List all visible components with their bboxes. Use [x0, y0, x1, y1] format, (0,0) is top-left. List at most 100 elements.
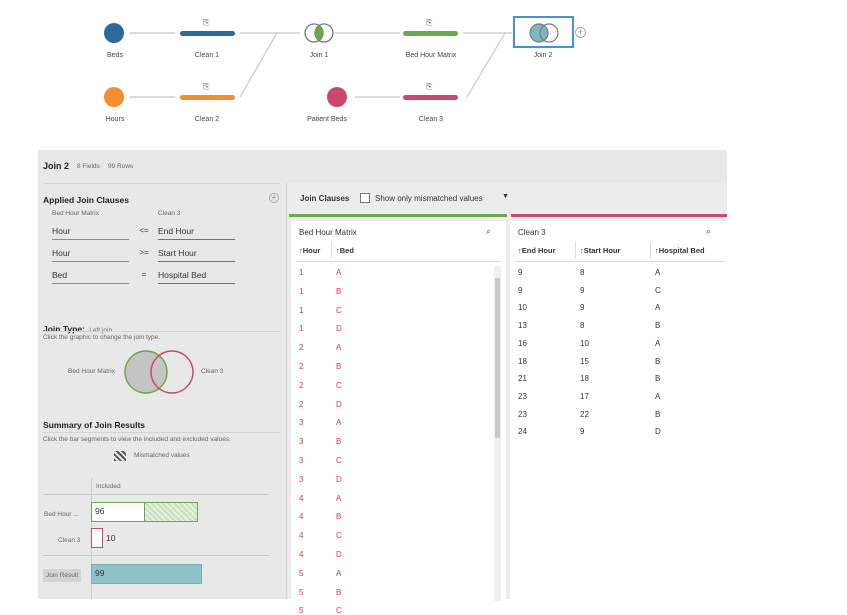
cell-hospital-bed: B: [655, 374, 661, 384]
bed-hour-mismatched-bar[interactable]: [144, 502, 198, 522]
clause-operator[interactable]: =: [141, 270, 147, 279]
clause-left-field[interactable]: Hour: [52, 226, 129, 240]
cell-hour: 3: [299, 474, 304, 484]
clean-icon: ⎘: [203, 18, 210, 27]
clean2-step[interactable]: [180, 95, 235, 100]
node-label: Clean 2: [194, 116, 220, 123]
clause-left-field[interactable]: Bed: [52, 270, 129, 284]
cell-end-hour: 9: [518, 268, 523, 277]
cell-hour: 2: [299, 399, 304, 409]
cell-hour: 2: [299, 380, 304, 390]
beds-input-icon[interactable]: [104, 23, 124, 43]
search-icon[interactable]: ⌕: [706, 226, 712, 236]
join-type-venn[interactable]: [124, 348, 200, 396]
cell-end-hour: 13: [518, 321, 527, 331]
cell-bed: B: [336, 437, 342, 447]
cell-bed: D: [336, 550, 342, 559]
join2-node-selected[interactable]: [513, 16, 574, 48]
join1-icon[interactable]: [303, 22, 335, 44]
hours-input-icon[interactable]: [104, 87, 124, 107]
summary-row-label: Bed Hour ...: [44, 511, 79, 518]
cell-hospital-bed: B: [655, 356, 661, 366]
cell-end-hour: 16: [518, 338, 527, 348]
join-settings-pane: Applied Join Clauses + Bed Hour Matrix C…: [38, 183, 287, 600]
summary-hint: Click the bar segments to view the inclu…: [43, 436, 231, 443]
clause-right-field[interactable]: Hospital Bed: [158, 270, 235, 284]
scrollbar[interactable]: [494, 266, 501, 601]
cell-start-hour: 9: [580, 285, 585, 295]
bed-hour-included-bar[interactable]: 96: [91, 502, 145, 522]
cell-bed: A: [336, 343, 342, 353]
cell-start-hour: 9: [580, 427, 585, 437]
table-title: Bed Hour Matrix: [299, 228, 357, 237]
cell-bed: A: [336, 568, 342, 578]
row-count: 99 Rows: [108, 163, 134, 170]
cell-start-hour: 18: [580, 374, 589, 384]
join-type-hint: Click the graphic to change the join typ…: [43, 334, 161, 341]
node-label: Clean 1: [194, 52, 220, 59]
clause-right-field[interactable]: End Hour: [158, 226, 235, 240]
dropdown-caret-icon[interactable]: ▼: [502, 193, 509, 200]
cell-end-hour: 24: [518, 427, 527, 437]
cell-bed: D: [336, 399, 342, 409]
cell-start-hour: 9: [580, 303, 585, 313]
cell-hour: 4: [299, 512, 304, 522]
field-count: 8 Fields: [77, 163, 100, 170]
bed-hour-matrix-table: Bed Hour Matrix ⌕ ↑Hour ↑Bed 1 A 1 B 1 C 1 D 2 A 2…: [291, 221, 506, 615]
cell-start-hour: 8: [580, 268, 585, 277]
cell-bed: D: [336, 474, 342, 484]
join-clauses-tab[interactable]: Join Clauses: [300, 194, 350, 203]
search-icon[interactable]: ⌕: [486, 226, 492, 236]
cell-bed: C: [336, 456, 342, 465]
node-label: Join 1: [309, 52, 329, 59]
column-header-hour[interactable]: ↑Hour: [299, 246, 321, 255]
column-header-start-hour[interactable]: ↑Start Hour: [580, 246, 621, 255]
column-header-hospital-bed[interactable]: ↑Hospital Bed: [655, 246, 705, 255]
clause-operator[interactable]: <=: [139, 226, 149, 235]
cell-hour: 3: [299, 456, 304, 465]
join-panel: Join 2 8 Fields 99 Rows Applied Join Cla…: [38, 150, 727, 615]
node-label: Patient Beds: [307, 116, 347, 123]
applied-join-clauses-title: Applied Join Clauses: [43, 195, 129, 205]
cell-bed: B: [336, 286, 342, 296]
cell-bed: C: [336, 380, 342, 390]
add-clause-icon[interactable]: +: [269, 193, 279, 203]
flow-connectors: [130, 32, 512, 98]
cell-bed: A: [336, 268, 342, 277]
cell-start-hour: 17: [580, 391, 589, 401]
cell-end-hour: 23: [518, 391, 527, 401]
cell-start-hour: 8: [580, 321, 585, 331]
mismatch-checkbox-label[interactable]: Show only mismatched values: [375, 194, 483, 203]
cell-bed: C: [336, 531, 342, 541]
cell-hour: 3: [299, 437, 304, 447]
clean3-step[interactable]: [403, 95, 458, 100]
summary-title: Summary of Join Results: [43, 420, 146, 430]
node-label: Hours: [105, 116, 125, 123]
clean-icon: ⎘: [203, 82, 210, 91]
clause-right-field[interactable]: Start Hour: [158, 248, 235, 262]
add-step-icon[interactable]: +: [575, 27, 586, 38]
cell-end-hour: 18: [518, 356, 527, 366]
clause-left-field[interactable]: Hour: [52, 248, 129, 262]
clause-operator[interactable]: >=: [139, 248, 149, 257]
node-label: Bed Hour Matrix: [405, 52, 457, 59]
venn-left-label: Bed Hour Matrix: [68, 368, 115, 375]
clean3-included-bar[interactable]: [91, 528, 103, 548]
cell-bed: B: [336, 362, 342, 371]
node-label: Clean 3: [418, 116, 444, 123]
cell-hour: 2: [299, 343, 304, 353]
join-result-bar[interactable]: 99: [91, 564, 202, 584]
cell-hour: 3: [299, 418, 304, 428]
column-header-end-hour[interactable]: ↑End Hour: [518, 246, 556, 255]
cell-hour: 5: [299, 587, 304, 597]
panel-title: Join 2: [43, 161, 70, 171]
cell-hospital-bed: B: [655, 321, 661, 331]
column-header-bed[interactable]: ↑Bed: [336, 246, 354, 255]
cell-bed: C: [336, 305, 342, 315]
bed-hour-matrix-step[interactable]: [403, 31, 458, 36]
patient-beds-input-icon[interactable]: [327, 87, 347, 107]
node-label: Join 2: [533, 52, 553, 59]
cell-bed: A: [336, 418, 342, 428]
clean1-step[interactable]: [180, 31, 235, 36]
mismatch-checkbox[interactable]: [360, 193, 370, 203]
